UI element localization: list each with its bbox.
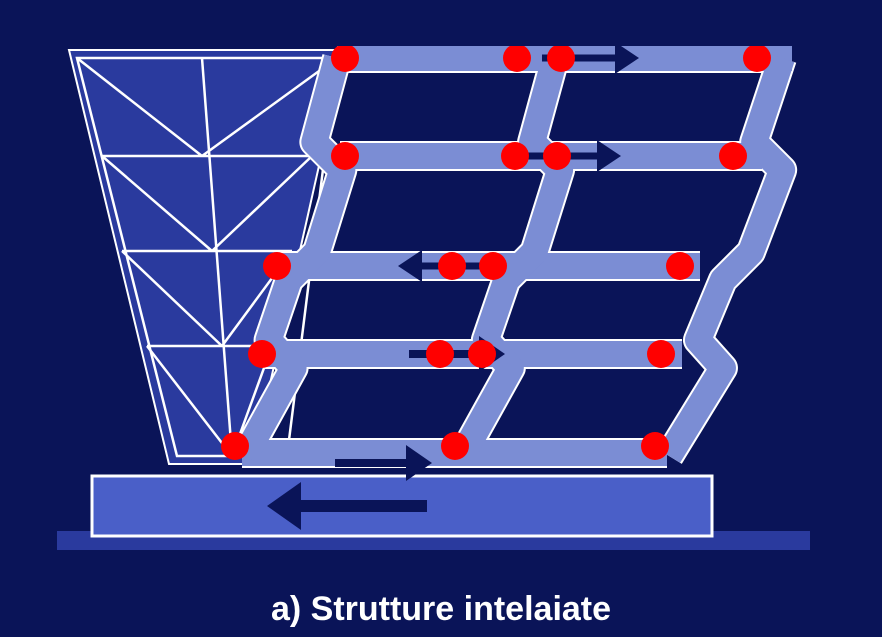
plastic-hinge-node bbox=[438, 252, 466, 280]
structural-diagram bbox=[57, 46, 810, 550]
plastic-hinge-node bbox=[501, 142, 529, 170]
plastic-hinge-node bbox=[479, 252, 507, 280]
plastic-hinge-node bbox=[248, 340, 276, 368]
plastic-hinge-node bbox=[263, 252, 291, 280]
plastic-hinge-node bbox=[441, 432, 469, 460]
plastic-hinge-node bbox=[221, 432, 249, 460]
plastic-hinge-node bbox=[331, 142, 359, 170]
members-fill bbox=[242, 58, 792, 456]
plastic-hinge-node bbox=[719, 142, 747, 170]
plastic-hinge-node bbox=[647, 340, 675, 368]
figure-caption: a) Strutture intelaiate bbox=[0, 590, 882, 629]
plastic-hinge-node bbox=[543, 142, 571, 170]
plastic-hinge-node bbox=[426, 340, 454, 368]
plastic-hinge-node bbox=[666, 252, 694, 280]
frame-svg bbox=[57, 46, 810, 550]
plastic-hinge-node bbox=[468, 340, 496, 368]
caption-label: a) bbox=[271, 590, 301, 628]
caption-text: Strutture intelaiate bbox=[311, 590, 611, 628]
plastic-hinge-node bbox=[641, 432, 669, 460]
